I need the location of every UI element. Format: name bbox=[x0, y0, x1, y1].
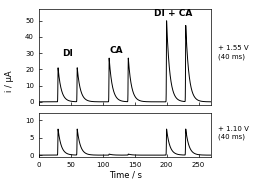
X-axis label: Time / s: Time / s bbox=[109, 170, 142, 180]
Text: DI: DI bbox=[62, 49, 73, 58]
Text: DI + CA: DI + CA bbox=[154, 9, 192, 18]
Text: CA: CA bbox=[110, 46, 124, 55]
Text: + 1.55 V
(40 ms): + 1.55 V (40 ms) bbox=[218, 45, 249, 60]
Text: + 1.10 V
(40 ms): + 1.10 V (40 ms) bbox=[218, 126, 249, 140]
Text: i / μA: i / μA bbox=[5, 70, 14, 92]
